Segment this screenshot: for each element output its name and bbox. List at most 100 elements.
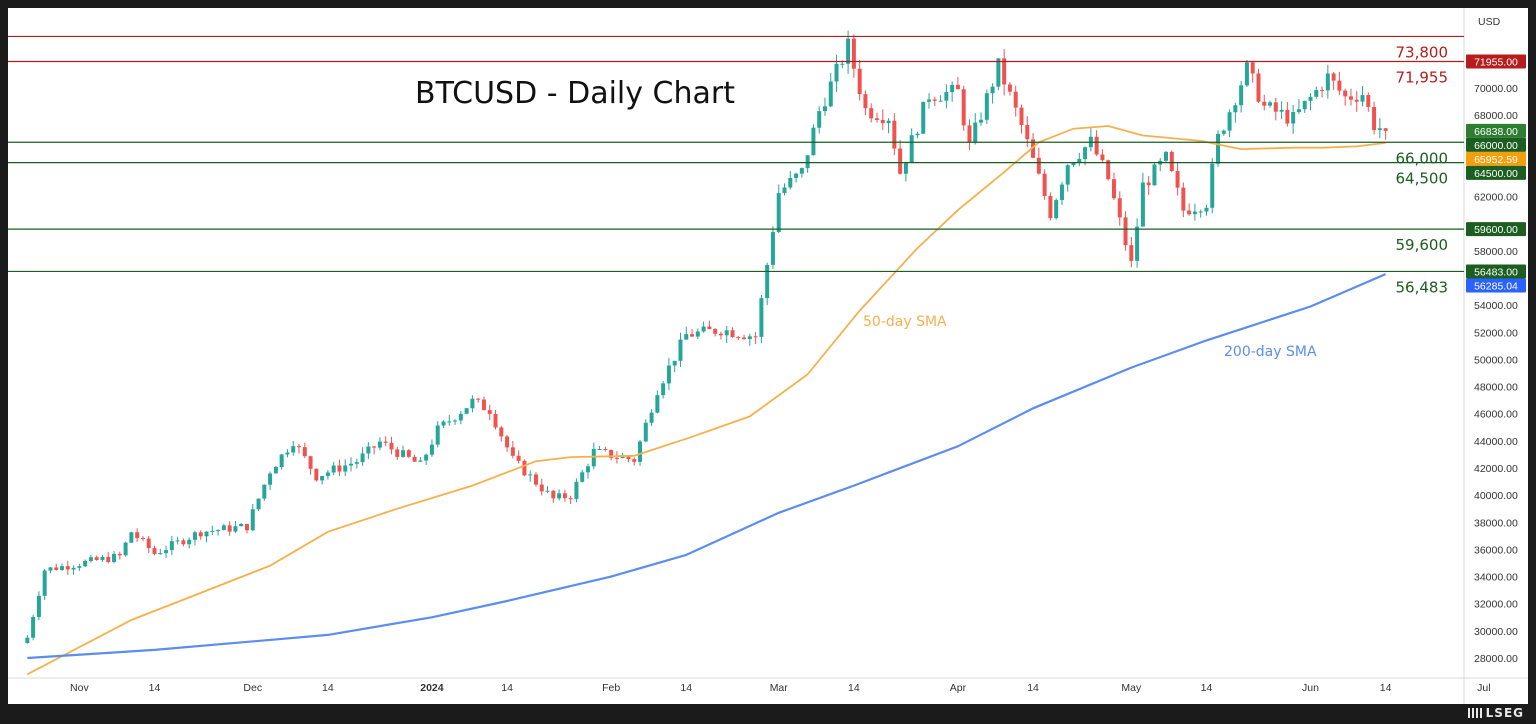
- candle-2023-11-20: [187, 537, 192, 549]
- y-tick-label: 40000.00: [1474, 490, 1518, 502]
- candle-2024-05-18: [1227, 109, 1232, 138]
- candle-2024-05-28: [1285, 102, 1290, 127]
- candle-body: [846, 38, 851, 64]
- candle-body: [1239, 85, 1244, 106]
- candle-2024-01-25: [568, 495, 573, 505]
- candle-body: [441, 421, 446, 426]
- candle-2024-04-02: [961, 85, 966, 131]
- footer: LSEG: [0, 704, 1536, 724]
- candle-body: [1054, 200, 1059, 219]
- candle-2023-11-05: [100, 554, 105, 562]
- candle-body: [522, 460, 527, 476]
- candle-2023-10-28: [54, 563, 59, 571]
- candle-2024-02-08: [649, 409, 654, 427]
- candle-body: [435, 425, 440, 445]
- candle-2024-03-18: [875, 112, 879, 123]
- candle-body: [1077, 158, 1082, 163]
- candle-body: [1036, 157, 1041, 174]
- candle-2024-03-07: [811, 124, 816, 156]
- candle-2024-02-17: [701, 321, 706, 333]
- candle-2024-02-21: [724, 325, 729, 344]
- candle-body: [996, 58, 1001, 87]
- candle-2024-01-12: [493, 410, 498, 430]
- candle-2023-12-16: [337, 459, 342, 476]
- candle-2023-12-27: [401, 445, 406, 458]
- candle-body: [349, 463, 354, 466]
- candle-2023-10-25: [36, 591, 41, 621]
- candle-2024-01-10: [481, 396, 486, 411]
- x-tick-label: 14: [322, 682, 334, 694]
- candle-2023-12-23: [377, 437, 382, 451]
- candle-2024-01-08: [470, 395, 475, 413]
- candle-body: [643, 422, 648, 442]
- candle-2024-01-06: [458, 410, 463, 425]
- candle-body: [1296, 109, 1301, 113]
- candle-body: [221, 525, 226, 531]
- candle-2024-04-14: [1031, 133, 1036, 159]
- brand-name: LSEG: [1485, 706, 1524, 720]
- x-tick-label: 14: [1201, 682, 1213, 694]
- candle-2024-03-15: [857, 59, 862, 101]
- candle-2024-04-06: [984, 89, 989, 125]
- candle-body: [175, 540, 180, 542]
- candle-body: [944, 92, 949, 101]
- candle-2024-02-23: [736, 335, 741, 341]
- candle-body: [533, 474, 538, 485]
- candle-2024-05-02: [1135, 218, 1140, 268]
- candle-body: [1071, 162, 1076, 166]
- candle-2024-03-01: [776, 184, 781, 234]
- candle-body: [528, 474, 533, 476]
- candle-body: [938, 100, 943, 102]
- candle-2024-03-10: [828, 72, 833, 108]
- candle-body: [1048, 195, 1053, 219]
- y-tick-label: 52000.00: [1474, 327, 1518, 339]
- candle-body: [112, 553, 117, 562]
- candle-2024-06-04: [1325, 64, 1330, 99]
- candle-2024-05-19: [1233, 102, 1238, 123]
- candle-2023-11-21: [192, 530, 197, 546]
- candle-body: [1308, 96, 1313, 101]
- y-tick-label: 70000.00: [1474, 83, 1518, 95]
- candle-body: [331, 465, 336, 473]
- candle-body: [782, 187, 787, 194]
- candle-2023-12-18: [349, 457, 354, 472]
- candle-2024-06-10: [1360, 85, 1365, 107]
- candle-body: [614, 457, 619, 459]
- candle-body: [921, 101, 926, 134]
- candle-body: [979, 119, 984, 123]
- candle-body: [487, 410, 492, 414]
- candle-body: [65, 566, 70, 570]
- price-tag-bg: [1466, 278, 1526, 293]
- candle-2024-05-14: [1204, 204, 1209, 216]
- candle-2024-04-29: [1117, 191, 1122, 226]
- price-tag-bg: [1466, 264, 1526, 279]
- candle-body: [776, 193, 781, 233]
- candle-body: [620, 456, 625, 458]
- candle-2024-06-01: [1308, 93, 1313, 111]
- candle-2024-01-02: [435, 421, 440, 448]
- candle-2024-04-30: [1123, 211, 1128, 251]
- candle-2024-05-24: [1262, 94, 1267, 111]
- candle-2023-12-06: [279, 453, 284, 470]
- level-label-66000: 66,000: [1396, 149, 1449, 167]
- candle-body: [1135, 226, 1140, 261]
- candle-2024-03-27: [927, 93, 932, 109]
- y-tick-label: 50000.00: [1474, 354, 1518, 366]
- candle-2023-11-09: [123, 541, 128, 557]
- candle-body: [586, 466, 590, 473]
- candle-body: [1372, 106, 1377, 131]
- candle-body: [869, 108, 874, 119]
- candle-body: [1164, 151, 1168, 161]
- candlestick-chart[interactable]: 73,800 71,955 66,000 64,500 59,600 56,483 2800…: [8, 8, 1528, 704]
- candle-2023-12-07: [285, 449, 290, 458]
- candle-2024-06-12: [1372, 101, 1377, 135]
- candle-body: [447, 421, 452, 423]
- candle-body: [903, 162, 908, 174]
- candle-body: [1025, 124, 1030, 140]
- candle-2024-05-25: [1268, 100, 1273, 108]
- candle-body: [343, 465, 348, 472]
- candle-body: [164, 550, 169, 554]
- candle-body: [395, 449, 400, 457]
- candle-body: [227, 525, 232, 532]
- candle-2023-11-01: [77, 563, 82, 571]
